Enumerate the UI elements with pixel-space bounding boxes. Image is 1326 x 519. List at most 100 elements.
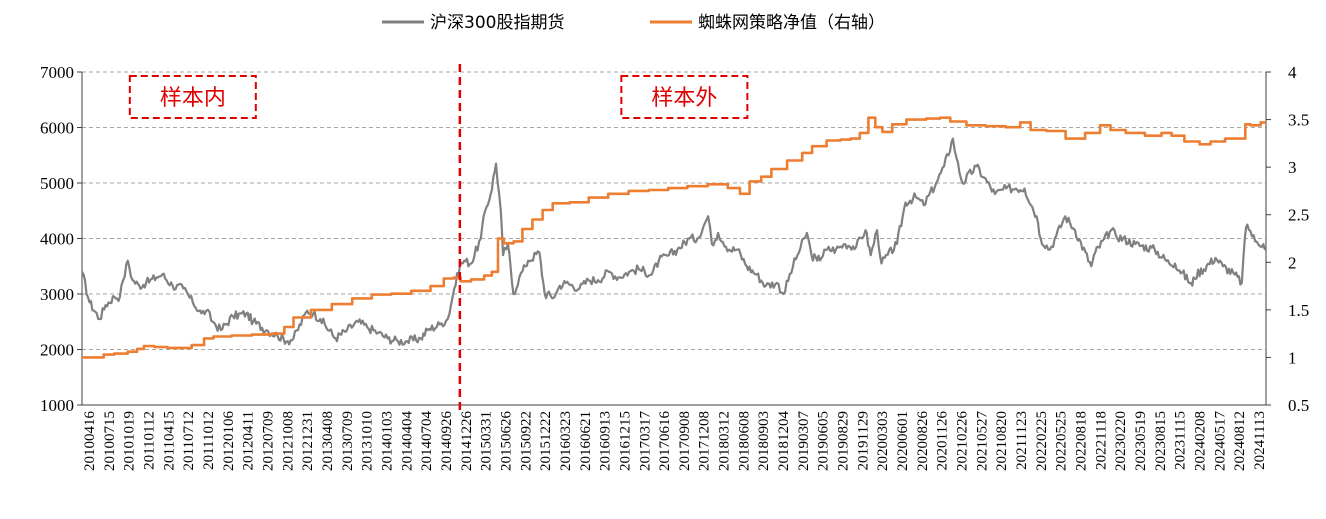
grid-lines [82,71,1266,350]
x-tick-group: 20231115 [1173,411,1189,470]
x-tick-label: 20190605 [816,411,832,471]
annotation-box [128,74,257,119]
x-tick-label: 20120411 [241,411,257,470]
x-tick-label: 20221118 [1093,411,1109,470]
x-tick-group: 20161215 [617,411,633,471]
x-tick-label: 20211123 [1014,411,1030,470]
x-tick-label: 20180312 [717,411,733,471]
x-tick-group: 20120709 [260,411,276,471]
x-tick-group: 20200601 [895,411,911,471]
x-tick-group: 20110712 [181,411,197,470]
x-tick-group: 20140704 [419,411,435,472]
x-tick-label: 20100715 [102,411,118,471]
x-tick-group: 20150626 [498,411,514,472]
x-tick-group: 20180312 [717,411,733,471]
x-tick-group: 20191129 [855,411,871,470]
x-tick-group: 20130408 [320,411,336,471]
x-tick-label: 20240812 [1232,411,1248,471]
x-tick-group: 20220818 [1074,411,1090,471]
x-tick-label: 20240208 [1193,411,1209,471]
x-tick-group: 20120106 [221,411,237,472]
x-tick-group: 20111012 [201,411,217,470]
x-tick-group: 20220525 [1054,411,1070,471]
x-tick-label: 20121231 [300,411,316,471]
x-tick-label: 20101019 [122,411,138,471]
x-tick-group: 20200826 [915,411,931,472]
x-tick-label: 20201126 [935,411,951,471]
x-tick-label: 20140704 [419,411,435,472]
x-tick-group: 20210527 [974,411,990,472]
x-tick-label: 20140404 [399,411,415,472]
x-tick-group: 20181204 [776,411,792,472]
x-tick-label: 20150331 [479,411,495,471]
x-tick-group: 20130709 [340,411,356,471]
x-tick-label: 20231115 [1173,411,1189,470]
x-tick-label: 20240517 [1212,411,1228,472]
x-tick-label: 20130408 [320,411,336,471]
x-tick-label: 20110712 [181,411,197,470]
x-tick-label: 20160913 [598,411,614,471]
x-tick-group: 20160323 [558,411,574,471]
left-tick-label: 4000 [40,230,74,249]
x-tick-label: 20200826 [915,411,931,472]
x-tick-group: 20200303 [875,411,891,471]
x-tick-label: 20110415 [161,411,177,470]
series-lines [81,116,1267,359]
x-tick-group: 20230815 [1153,411,1169,471]
x-tick-label: 20220525 [1054,411,1070,471]
x-tick-label: 20181204 [776,411,792,472]
x-tick-label: 20220225 [1034,411,1050,471]
x-tick-label: 20210527 [974,411,990,472]
right-tick-label: 2.5 [1288,206,1309,225]
x-tick-group: 20131010 [360,411,376,471]
annotations: 样本内 样本外 [128,64,749,413]
right-tick-label: 4 [1288,63,1297,82]
legend-label-0: 沪深300股指期货 [430,13,564,33]
x-tick-label: 20161215 [617,411,633,471]
x-tick-label: 20110112 [141,411,157,470]
x-tick-group: 20141226 [459,411,475,472]
x-tick-group: 20170908 [677,411,693,471]
x-tick-group: 20100715 [102,411,118,471]
x-tick-group: 20220225 [1034,411,1050,471]
x-tick-label: 20171208 [697,411,713,471]
annotation-box [620,74,749,119]
x-tick-label: 20170317 [637,411,653,472]
x-tick-group: 20170616 [657,411,673,472]
right-tick-label: 1.5 [1288,301,1309,320]
x-tick-label: 20141226 [459,411,475,472]
right-tick-label: 2 [1288,253,1297,272]
x-tick-group: 20120411 [241,411,257,470]
x-tick-label: 20151222 [538,411,554,471]
x-tick-group: 20230220 [1113,411,1129,471]
left-tick-label: 3000 [40,285,74,304]
x-tick-group: 20180903 [756,411,772,471]
series-line-0 [81,137,1267,346]
x-tick-group: 20210226 [955,411,971,472]
x-tick-group: 20121231 [300,411,316,471]
left-tick-label: 5000 [40,174,74,193]
x-tick-label: 20220818 [1074,411,1090,471]
x-tick-group: 20190605 [816,411,832,471]
series-line-1 [82,116,1266,359]
x-tick-group: 20241113 [1252,411,1268,470]
x-tick-label: 20170616 [657,411,673,472]
x-tick-group: 20151222 [538,411,554,471]
x-tick-group: 20221118 [1093,411,1109,470]
x-tick-label: 20230815 [1153,411,1169,471]
axes: 7000 6000 5000 4000 3000 2000 1000 4 3.5 3 2.5 2 1.5… [40,63,1309,415]
x-tick-label: 20150626 [498,411,514,472]
right-tick-label: 3.5 [1288,111,1309,130]
x-tick-group: 20101019 [122,411,138,471]
annotation-label: 样本内 [160,86,226,111]
x-tick-group: 20190307 [796,411,812,472]
x-tick-label: 20190307 [796,411,812,472]
x-tick-group: 20180608 [736,411,752,471]
x-tick-label: 20230519 [1133,411,1149,471]
x-tick-label: 20120709 [260,411,276,471]
x-tick-group: 20160913 [598,411,614,471]
x-tick-label: 20230220 [1113,411,1129,471]
right-tick-label: 3 [1288,158,1297,177]
x-tick-label: 20100416 [82,411,98,472]
